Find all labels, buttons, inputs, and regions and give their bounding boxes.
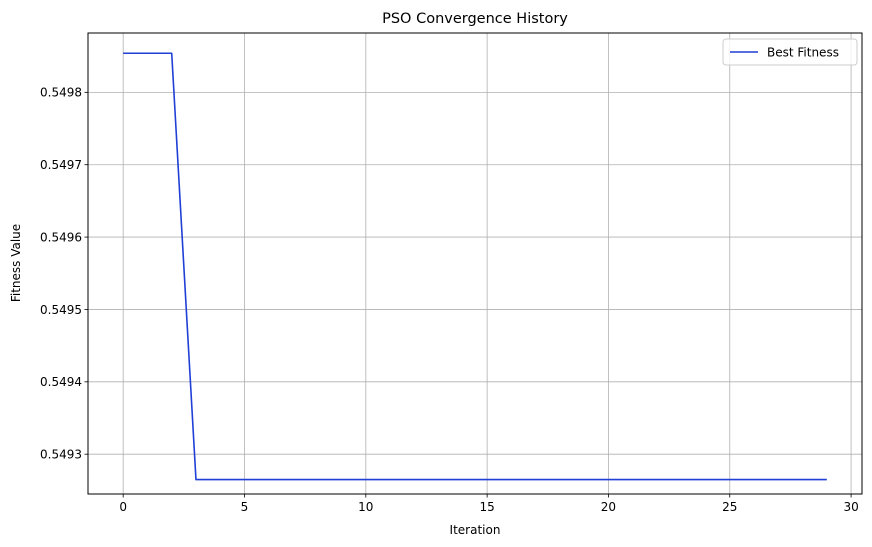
series-line-best-fitness [123, 52, 827, 481]
y-axis-label: Fitness Value [9, 224, 23, 302]
plot-series [123, 52, 827, 481]
y-tick-label: 0.5498 [40, 86, 82, 100]
y-tick-label: 0.5497 [40, 158, 82, 172]
legend-box [722, 38, 858, 66]
x-tick-label: 30 [843, 500, 858, 514]
x-axis-ticks: 0 5 10 15 20 25 30 [119, 494, 859, 514]
x-tick-label: 10 [358, 500, 373, 514]
x-axis-label: Iteration [450, 523, 501, 537]
x-tick-label: 20 [601, 500, 616, 514]
x-tick-label: 15 [479, 500, 494, 514]
y-tick-label: 0.5494 [40, 375, 82, 389]
x-tick-label: 25 [722, 500, 737, 514]
grid-lines [88, 33, 862, 494]
plot-area-frame [87, 32, 863, 495]
chart-title: PSO Convergence History [382, 11, 568, 27]
y-tick-label: 0.5496 [40, 230, 82, 244]
y-tick-label: 0.5493 [40, 447, 82, 461]
y-axis-ticks: 0.5493 0.5494 0.5495 0.5496 0.5497 0.5498 [40, 86, 88, 461]
x-tick-label: 5 [241, 500, 249, 514]
legend: Best Fitness [722, 38, 858, 66]
x-tick-label: 0 [119, 500, 127, 514]
y-tick-label: 0.5495 [40, 303, 82, 317]
legend-label-best-fitness: Best Fitness [767, 46, 839, 60]
